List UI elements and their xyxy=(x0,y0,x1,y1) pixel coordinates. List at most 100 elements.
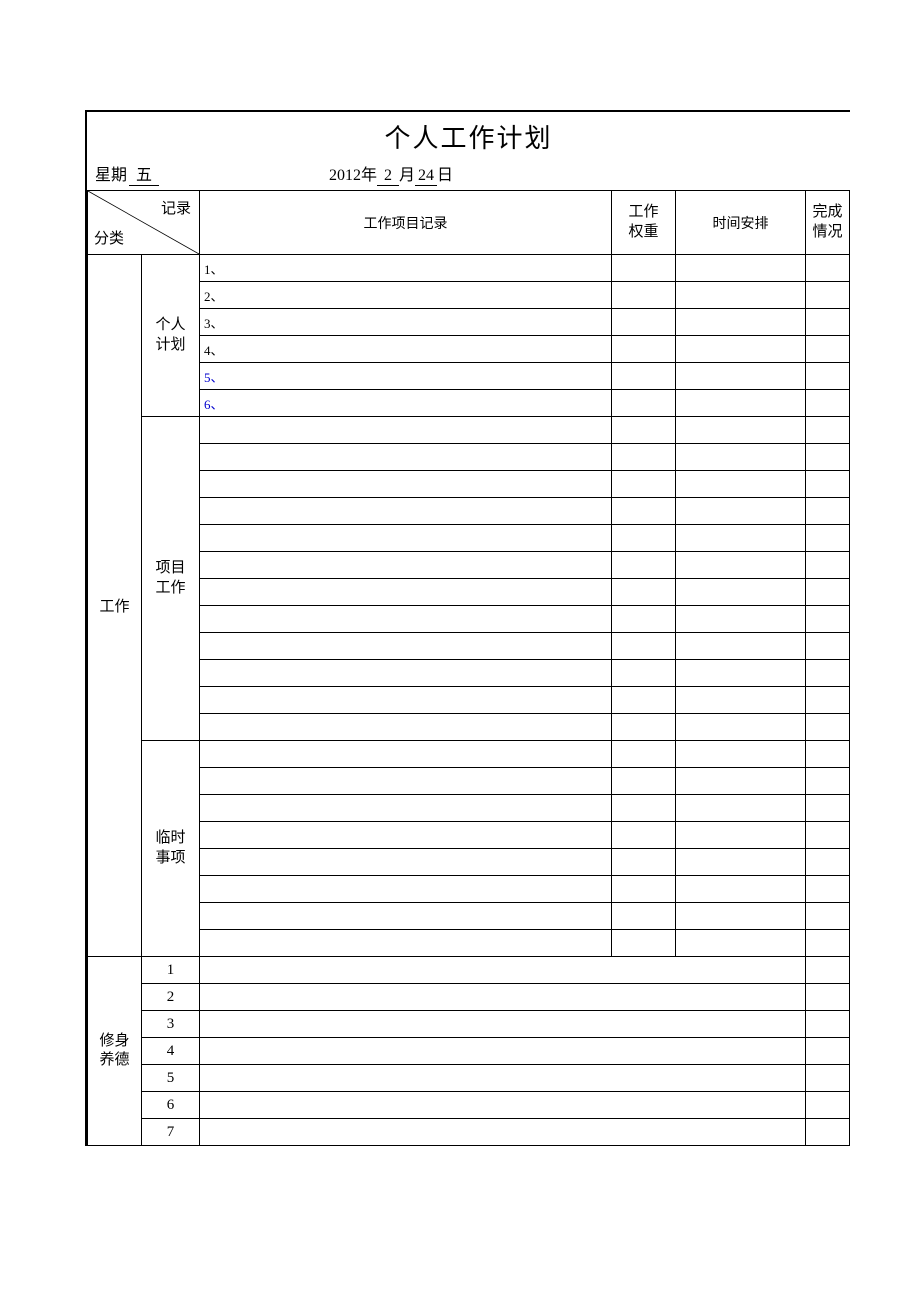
done-cell xyxy=(806,660,850,687)
time-cell xyxy=(676,822,806,849)
done-cell xyxy=(806,309,850,336)
weight-cell xyxy=(612,444,676,471)
header-project-col: 工作项目记录 xyxy=(200,191,612,255)
self-improve-index: 2 xyxy=(142,984,200,1011)
time-cell xyxy=(676,660,806,687)
weight-cell xyxy=(612,255,676,282)
time-cell xyxy=(676,255,806,282)
header-done-col: 完成情况 xyxy=(806,191,850,255)
done-cell xyxy=(806,336,850,363)
weight-cell xyxy=(612,471,676,498)
time-cell xyxy=(676,525,806,552)
temp-item xyxy=(200,903,612,930)
day-value: 24 xyxy=(415,167,437,186)
weight-cell xyxy=(612,498,676,525)
weight-cell xyxy=(612,714,676,741)
time-cell xyxy=(676,471,806,498)
done-cell xyxy=(806,363,850,390)
weight-cell xyxy=(612,768,676,795)
weight-cell xyxy=(612,606,676,633)
page: 个人工作计划 星期 五 2012 年 2 月 24 日 记录分类工作项目记录工作… xyxy=(0,0,920,1186)
self-improve-index: 6 xyxy=(142,1092,200,1119)
done-cell xyxy=(806,606,850,633)
personal-plan-item: 4、 xyxy=(200,336,612,363)
temp-item xyxy=(200,795,612,822)
subsection-project-work: 项目工作 xyxy=(142,417,200,741)
weight-cell xyxy=(612,930,676,957)
done-cell xyxy=(806,525,850,552)
done-cell xyxy=(806,1119,850,1146)
self-improve-item xyxy=(200,1119,806,1146)
header-weight-col: 工作权重 xyxy=(612,191,676,255)
header-category-label: 分类 xyxy=(94,227,124,248)
project-work-item xyxy=(200,525,612,552)
done-cell xyxy=(806,687,850,714)
done-cell xyxy=(806,633,850,660)
personal-plan-item: 5、 xyxy=(200,363,612,390)
weight-cell xyxy=(612,363,676,390)
weight-cell xyxy=(612,552,676,579)
project-work-item xyxy=(200,552,612,579)
weight-cell xyxy=(612,741,676,768)
temp-item xyxy=(200,876,612,903)
month-suffix: 月 xyxy=(399,161,415,185)
self-improve-item xyxy=(200,1038,806,1065)
personal-plan-item: 3、 xyxy=(200,309,612,336)
done-cell xyxy=(806,471,850,498)
done-cell xyxy=(806,930,850,957)
weight-cell xyxy=(612,390,676,417)
time-cell xyxy=(676,444,806,471)
time-cell xyxy=(676,714,806,741)
self-improve-item xyxy=(200,984,806,1011)
personal-plan-item: 1、 xyxy=(200,255,612,282)
done-cell xyxy=(806,390,850,417)
done-cell xyxy=(806,552,850,579)
weight-cell xyxy=(612,417,676,444)
temp-item xyxy=(200,768,612,795)
project-work-item xyxy=(200,498,612,525)
time-cell xyxy=(676,417,806,444)
done-cell xyxy=(806,903,850,930)
personal-plan-item: 2、 xyxy=(200,282,612,309)
weight-cell xyxy=(612,795,676,822)
time-cell xyxy=(676,876,806,903)
time-cell xyxy=(676,579,806,606)
done-cell xyxy=(806,984,850,1011)
time-cell xyxy=(676,552,806,579)
time-cell xyxy=(676,795,806,822)
project-work-item xyxy=(200,417,612,444)
subsection-temp-items: 临时事项 xyxy=(142,741,200,957)
year-value: 2012 xyxy=(329,167,361,185)
done-cell xyxy=(806,795,850,822)
time-cell xyxy=(676,903,806,930)
temp-item xyxy=(200,741,612,768)
done-cell xyxy=(806,822,850,849)
done-cell xyxy=(806,876,850,903)
self-improve-index: 4 xyxy=(142,1038,200,1065)
weight-cell xyxy=(612,876,676,903)
done-cell xyxy=(806,1038,850,1065)
time-cell xyxy=(676,336,806,363)
time-cell xyxy=(676,930,806,957)
temp-item xyxy=(200,849,612,876)
time-cell xyxy=(676,849,806,876)
self-improve-index: 3 xyxy=(142,1011,200,1038)
weekday-value: 五 xyxy=(129,161,159,186)
subsection-personal-plan: 个人计划 xyxy=(142,255,200,417)
time-cell xyxy=(676,309,806,336)
weekday-label: 星期 xyxy=(95,161,127,185)
self-improve-item xyxy=(200,1092,806,1119)
weight-cell xyxy=(612,849,676,876)
project-work-item xyxy=(200,444,612,471)
plan-table: 记录分类工作项目记录工作权重时间安排完成情况工作个人计划1、2、3、4、5、6、… xyxy=(87,190,850,1146)
project-work-item xyxy=(200,714,612,741)
done-cell xyxy=(806,741,850,768)
weight-cell xyxy=(612,822,676,849)
year-suffix: 年 xyxy=(361,161,377,185)
done-cell xyxy=(806,444,850,471)
weight-cell xyxy=(612,525,676,552)
done-cell xyxy=(806,579,850,606)
weight-cell xyxy=(612,633,676,660)
header-diagonal-cell: 记录分类 xyxy=(88,191,200,255)
self-improve-index: 5 xyxy=(142,1065,200,1092)
